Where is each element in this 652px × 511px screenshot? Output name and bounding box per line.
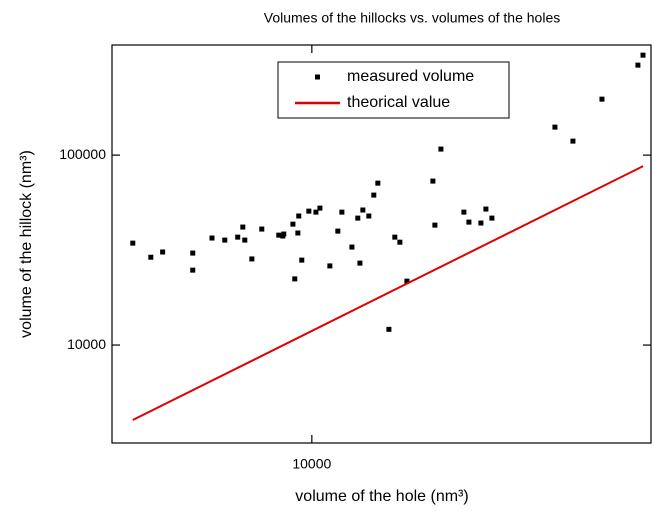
- x-tick-label: 10000: [292, 456, 331, 472]
- point: [635, 62, 641, 68]
- point: [335, 228, 341, 234]
- point: [355, 215, 361, 221]
- chart-title: Volumes of the hillocks vs. volumes of t…: [264, 10, 560, 26]
- point: [339, 209, 345, 215]
- point: [392, 234, 398, 240]
- legend-box: [277, 61, 510, 119]
- point: [235, 234, 241, 240]
- point: [360, 207, 366, 213]
- point: [317, 205, 323, 211]
- point: [489, 215, 495, 221]
- x-axis-label: volume of the hole (nm³): [295, 488, 468, 505]
- point: [478, 220, 484, 226]
- point: [461, 209, 467, 215]
- point: [209, 235, 215, 241]
- point: [430, 178, 436, 184]
- point: [552, 124, 558, 130]
- point: [432, 222, 438, 228]
- legend-marker: [315, 74, 320, 80]
- point: [249, 256, 255, 262]
- point: [357, 260, 363, 266]
- point: [466, 219, 472, 225]
- point: [281, 231, 287, 237]
- point: [190, 267, 196, 273]
- point: [130, 240, 136, 246]
- point: [366, 213, 372, 219]
- point: [306, 208, 312, 214]
- legend-label: measured volume: [347, 68, 474, 85]
- plot-frame: [111, 44, 652, 444]
- legend-label: theorical value: [347, 94, 450, 111]
- point: [190, 250, 196, 256]
- point: [299, 257, 305, 263]
- point: [371, 192, 377, 198]
- point: [313, 209, 319, 215]
- point: [640, 52, 646, 58]
- point: [397, 239, 403, 245]
- point: [295, 230, 301, 236]
- point: [296, 213, 302, 219]
- point: [259, 226, 265, 232]
- point: [375, 180, 381, 186]
- point: [438, 146, 444, 152]
- point: [148, 254, 154, 260]
- y-tick-label: 100000: [59, 146, 106, 162]
- point: [242, 237, 248, 243]
- point: [386, 326, 392, 332]
- point: [292, 276, 298, 282]
- point: [570, 138, 576, 144]
- y-axis-label: volume of the hillock (nm³): [18, 150, 35, 338]
- point: [290, 221, 296, 227]
- point: [599, 96, 605, 102]
- point: [160, 249, 166, 255]
- point: [483, 206, 489, 212]
- point: [404, 278, 410, 284]
- point: [222, 237, 228, 243]
- point: [276, 232, 282, 238]
- point: [349, 244, 355, 250]
- point: [240, 224, 246, 230]
- point: [327, 263, 333, 269]
- line-series: [132, 165, 644, 421]
- y-tick-label: 10000: [67, 336, 106, 352]
